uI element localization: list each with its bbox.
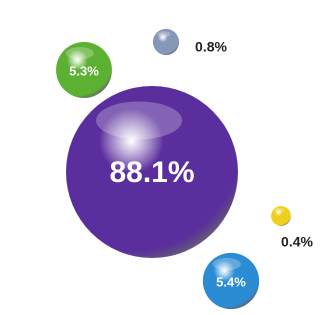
bubble-highlight xyxy=(157,31,170,37)
value-label: 88.1% xyxy=(109,156,194,189)
chart: 88.1% 5.3% 0.8% 0.4% 5.4% xyxy=(0,0,320,315)
bubble-highlight xyxy=(96,101,182,139)
value-label: 5.3% xyxy=(69,63,99,78)
value-label: 0.4% xyxy=(281,234,313,250)
bubble-highlight xyxy=(275,208,285,212)
value-label: 5.4% xyxy=(216,274,246,289)
bubble-highlight xyxy=(66,47,94,59)
value-label: 0.8% xyxy=(195,39,227,55)
bubble-highlight xyxy=(213,258,241,270)
